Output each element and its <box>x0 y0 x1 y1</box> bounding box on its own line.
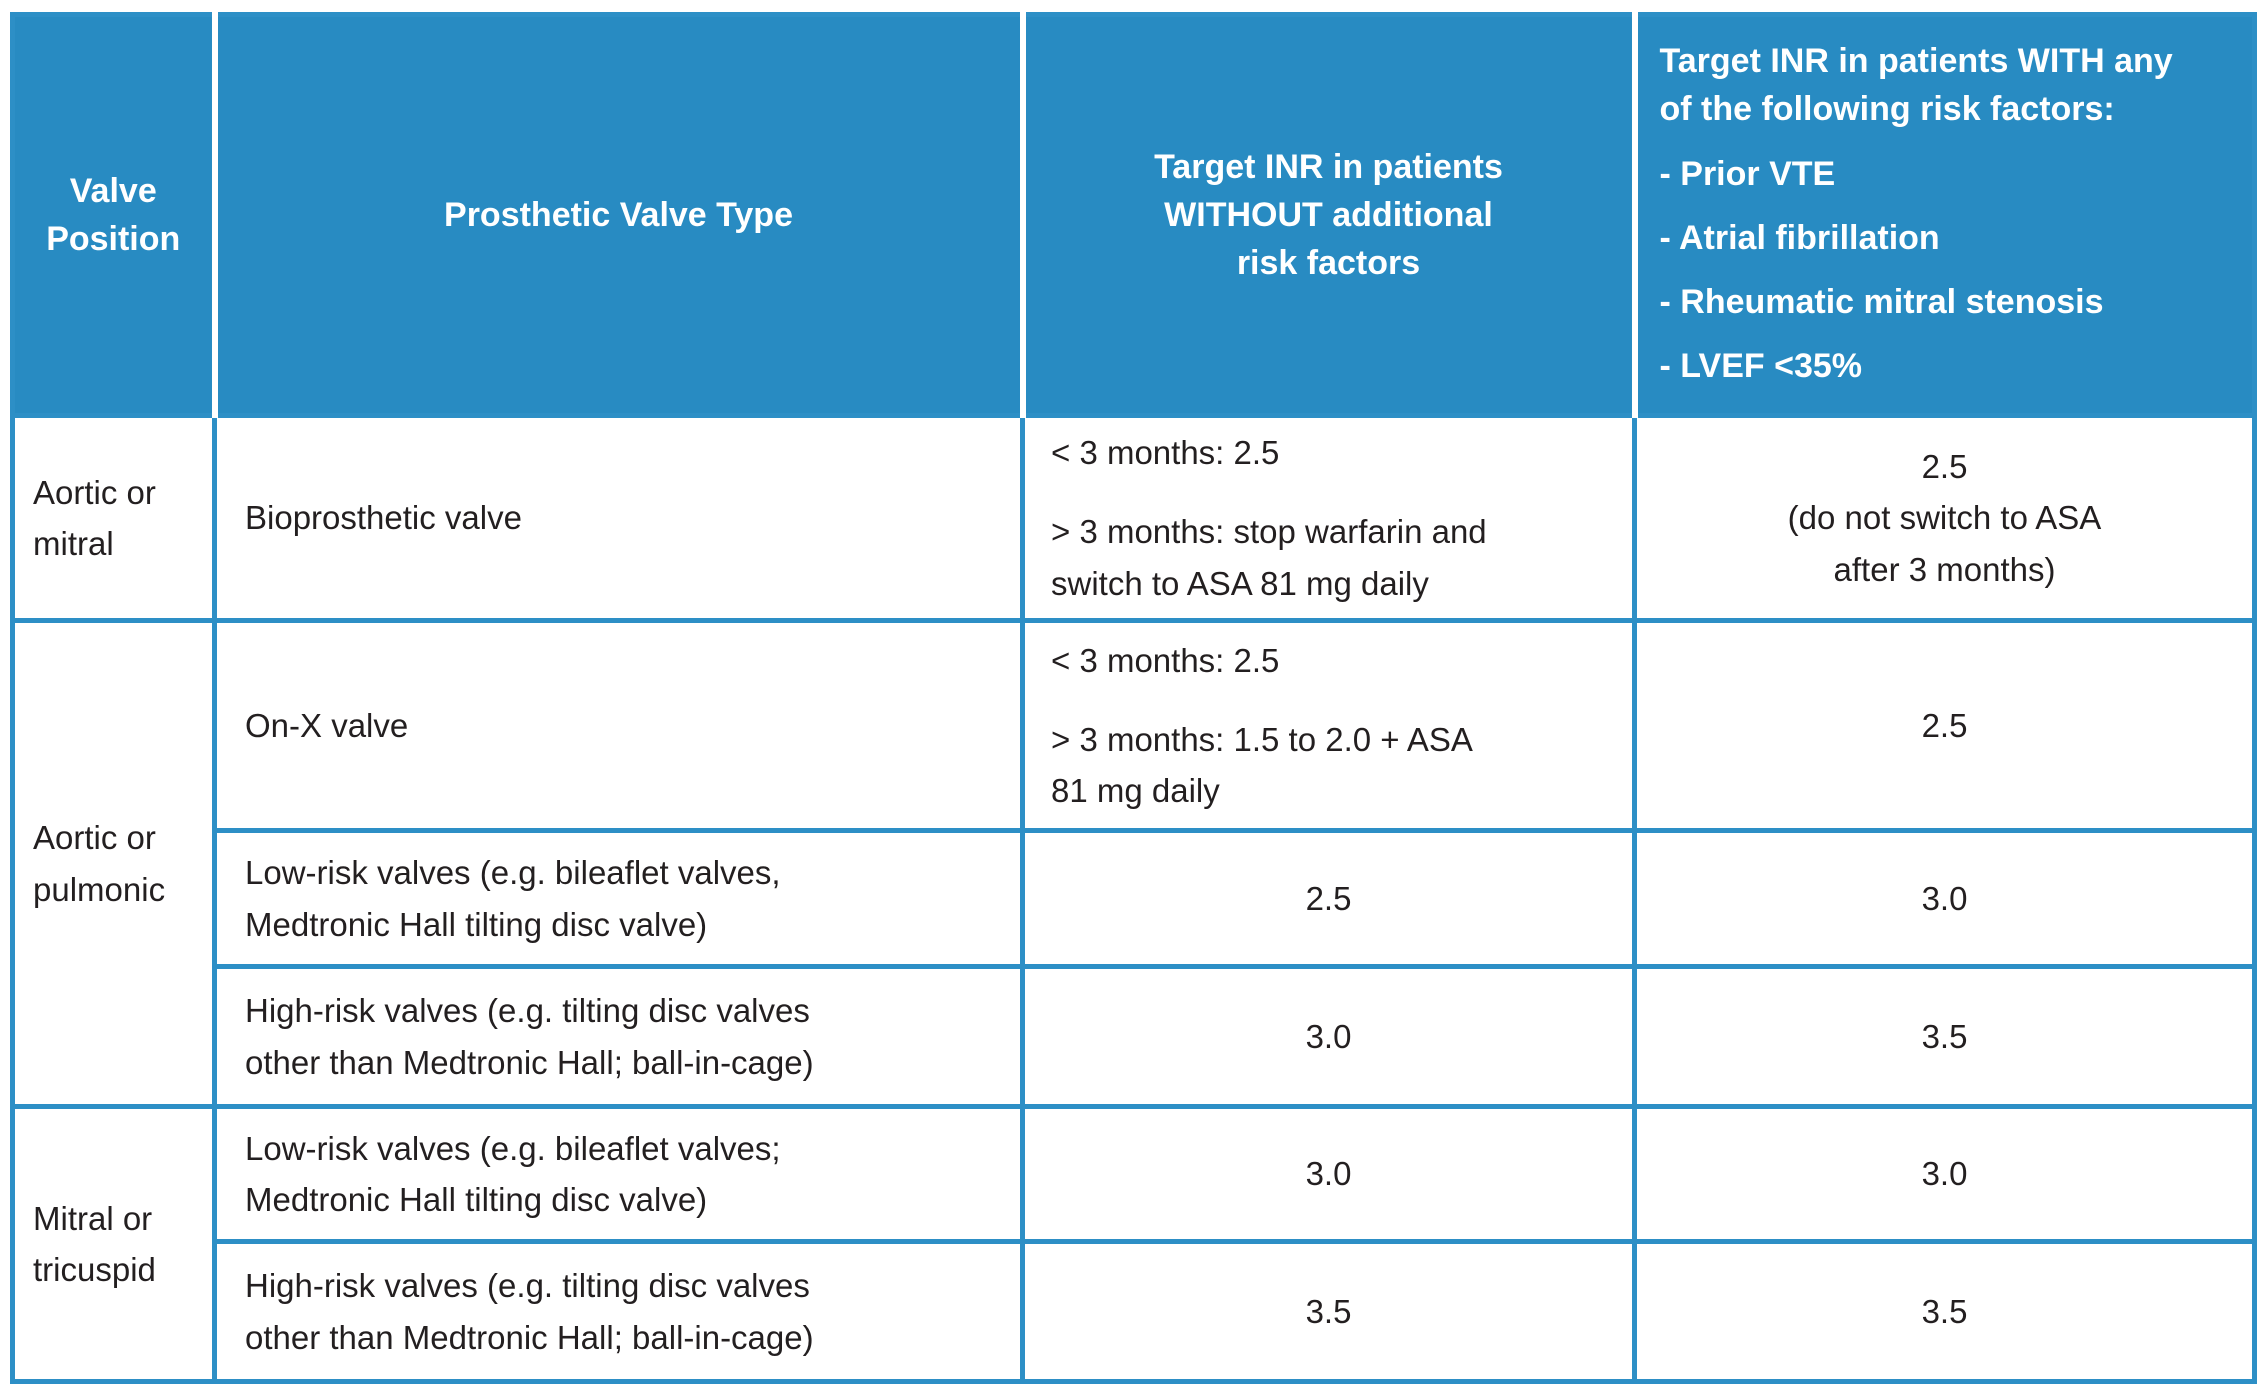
valve-position-aortic-or-pulmonic: Aortic or pulmonic <box>10 618 217 1109</box>
inr-without-onx: < 3 months: 2.5 > 3 months: 1.5 to 2.0 +… <box>1020 618 1637 833</box>
table-row-highrisk-mitral: High-risk valves (e.g. tilting disc valv… <box>13 1239 2257 1384</box>
inr-without-bioprosthetic: < 3 months: 2.5 > 3 months: stop warfari… <box>1020 413 1637 623</box>
inr-with-highrisk-aortic: 3.5 <box>1632 964 2257 1109</box>
col-header-valve-type: Prosthetic Valve Type <box>214 14 1026 416</box>
inr-with-lowrisk-mitral: 3.0 <box>1632 1104 2257 1244</box>
risk-factor-lvef: - LVEF <35% <box>1659 347 1863 386</box>
inr-with-bioprosthetic: 2.5 (do not switch to ASA after 3 months… <box>1632 413 2257 623</box>
valve-position-aortic-or-mitral: Aortic or mitral <box>10 413 217 623</box>
col-header-valve-position: Valve Position <box>12 14 218 416</box>
valve-type-bioprosthetic: Bioprosthetic valve <box>212 413 1025 623</box>
col-header-valve-position-label: Valve Position <box>46 171 181 258</box>
header-row: Valve Position Prosthetic Valve Type Tar… <box>12 14 2255 416</box>
inr-with-highrisk-mitral: 3.5 <box>1632 1239 2257 1384</box>
inr-without-highrisk-aortic: 3.0 <box>1020 964 1637 1109</box>
inr-without-lowrisk-aortic: 2.5 <box>1020 828 1637 969</box>
table-row-bioprosthetic: Aortic or mitral Bioprosthetic valve < 3… <box>10 413 2257 623</box>
valve-type-highrisk-mitral: High-risk valves (e.g. tilting disc valv… <box>212 1239 1025 1384</box>
risk-factor-atrial-fibrillation: - Atrial fibrillation <box>1659 218 1940 257</box>
col-header-valve-type-label: Prosthetic Valve Type <box>444 195 793 234</box>
table-row-lowrisk-mitral: Mitral or tricuspid Low-risk valves (e.g… <box>10 1104 2257 1384</box>
table-row-lowrisk-aortic: Low-risk valves (e.g. bileaflet valves, … <box>13 828 2257 969</box>
risk-factor-rheumatic-mitral-stenosis: - Rheumatic mitral stenosis <box>1659 283 2104 322</box>
inr-without-bioprosthetic-line2: > 3 months: stop warfarin and switch to … <box>1051 513 1487 602</box>
inr-with-onx: 2.5 <box>1632 618 2257 833</box>
valve-position-mitral-or-tricuspid: Mitral or tricuspid <box>10 1104 217 1384</box>
inr-without-bioprosthetic-line1: < 3 months: 2.5 <box>1051 434 1280 472</box>
inr-with-lowrisk-aortic: 3.0 <box>1632 828 2257 969</box>
valve-type-highrisk-aortic: High-risk valves (e.g. tilting disc valv… <box>212 964 1025 1109</box>
col-header-inr-without: Target INR in patients WITHOUT additiona… <box>1022 14 1638 416</box>
inr-without-onx-line1: < 3 months: 2.5 <box>1051 641 1280 679</box>
valve-type-lowrisk-aortic: Low-risk valves (e.g. bileaflet valves, … <box>212 828 1025 969</box>
inr-without-highrisk-mitral: 3.5 <box>1020 1239 1637 1384</box>
target-inr-table: Valve Position Prosthetic Valve Type Tar… <box>10 12 2257 1384</box>
inr-without-onx-line2: > 3 months: 1.5 to 2.0 + ASA 81 mg daily <box>1051 720 1473 810</box>
valve-type-onx: On-X valve <box>212 618 1025 833</box>
col-header-inr-without-label: Target INR in patients WITHOUT additiona… <box>1154 147 1503 283</box>
col-header-inr-with: Target INR in patients WITH any of the f… <box>1634 14 2255 416</box>
risk-factor-prior-vte: - Prior VTE <box>1659 154 1836 193</box>
col-header-inr-with-title: Target INR in patients WITH any of the f… <box>1659 42 2173 129</box>
valve-type-lowrisk-mitral: Low-risk valves (e.g. bileaflet valves; … <box>212 1104 1025 1244</box>
table-row-onx-valve: Aortic or pulmonic On-X valve < 3 months… <box>10 618 2257 1109</box>
table-row-highrisk-aortic: High-risk valves (e.g. tilting disc valv… <box>13 964 2257 1109</box>
inr-without-lowrisk-mitral: 3.0 <box>1020 1104 1637 1244</box>
